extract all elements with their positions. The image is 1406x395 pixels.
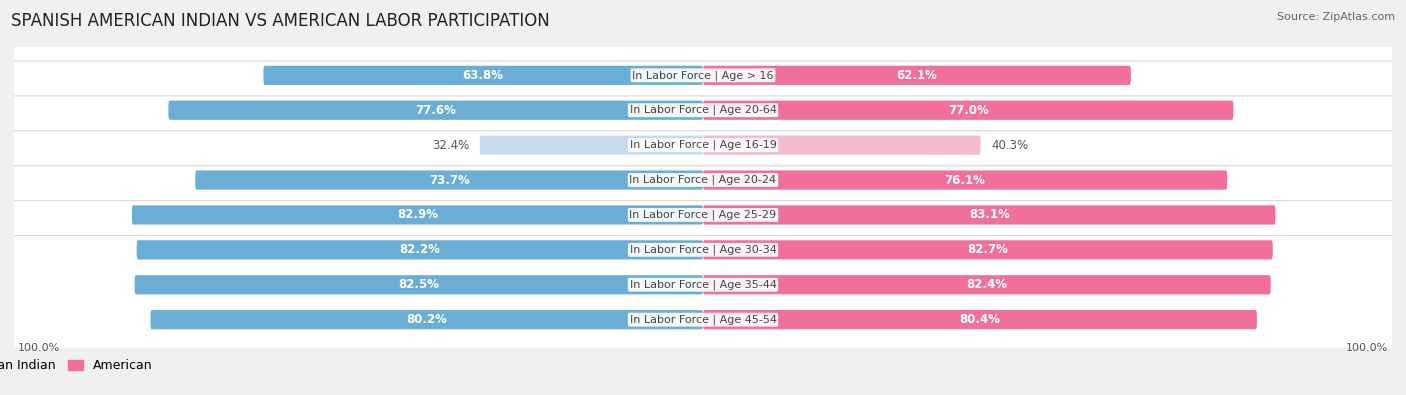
Text: SPANISH AMERICAN INDIAN VS AMERICAN LABOR PARTICIPATION: SPANISH AMERICAN INDIAN VS AMERICAN LABO… xyxy=(11,12,550,30)
FancyBboxPatch shape xyxy=(132,205,703,224)
FancyBboxPatch shape xyxy=(4,131,1402,299)
Text: 82.5%: 82.5% xyxy=(398,278,439,291)
Text: 76.1%: 76.1% xyxy=(945,173,986,186)
FancyBboxPatch shape xyxy=(703,135,980,155)
FancyBboxPatch shape xyxy=(150,310,703,329)
FancyBboxPatch shape xyxy=(479,135,703,155)
FancyBboxPatch shape xyxy=(703,240,1272,260)
Text: 100.0%: 100.0% xyxy=(17,342,59,353)
Text: 82.4%: 82.4% xyxy=(966,278,1007,291)
Text: 82.9%: 82.9% xyxy=(396,209,437,222)
Text: In Labor Force | Age > 16: In Labor Force | Age > 16 xyxy=(633,70,773,81)
Text: 100.0%: 100.0% xyxy=(1347,342,1389,353)
Text: In Labor Force | Age 35-44: In Labor Force | Age 35-44 xyxy=(630,280,776,290)
FancyBboxPatch shape xyxy=(703,66,1130,85)
FancyBboxPatch shape xyxy=(4,26,1402,194)
Text: 83.1%: 83.1% xyxy=(969,209,1010,222)
Text: In Labor Force | Age 45-54: In Labor Force | Age 45-54 xyxy=(630,314,776,325)
Text: 73.7%: 73.7% xyxy=(429,173,470,186)
FancyBboxPatch shape xyxy=(195,171,703,190)
Text: 80.4%: 80.4% xyxy=(959,313,1001,326)
Text: 40.3%: 40.3% xyxy=(991,139,1028,152)
FancyBboxPatch shape xyxy=(703,171,1227,190)
Text: 32.4%: 32.4% xyxy=(432,139,470,152)
Text: In Labor Force | Age 25-29: In Labor Force | Age 25-29 xyxy=(630,210,776,220)
Legend: Spanish American Indian, American: Spanish American Indian, American xyxy=(0,354,157,377)
FancyBboxPatch shape xyxy=(4,235,1402,395)
Text: Source: ZipAtlas.com: Source: ZipAtlas.com xyxy=(1277,12,1395,22)
FancyBboxPatch shape xyxy=(703,205,1275,224)
Text: In Labor Force | Age 16-19: In Labor Force | Age 16-19 xyxy=(630,140,776,150)
Text: 62.1%: 62.1% xyxy=(897,69,938,82)
FancyBboxPatch shape xyxy=(4,0,1402,160)
Text: 80.2%: 80.2% xyxy=(406,313,447,326)
FancyBboxPatch shape xyxy=(263,66,703,85)
Text: 82.2%: 82.2% xyxy=(399,243,440,256)
Text: 77.6%: 77.6% xyxy=(415,104,456,117)
FancyBboxPatch shape xyxy=(4,201,1402,369)
Text: In Labor Force | Age 30-34: In Labor Force | Age 30-34 xyxy=(630,245,776,255)
FancyBboxPatch shape xyxy=(703,101,1233,120)
FancyBboxPatch shape xyxy=(703,275,1271,294)
Text: 82.7%: 82.7% xyxy=(967,243,1008,256)
FancyBboxPatch shape xyxy=(136,240,703,260)
Text: In Labor Force | Age 20-64: In Labor Force | Age 20-64 xyxy=(630,105,776,115)
Text: 63.8%: 63.8% xyxy=(463,69,503,82)
FancyBboxPatch shape xyxy=(4,61,1402,229)
FancyBboxPatch shape xyxy=(4,166,1402,334)
FancyBboxPatch shape xyxy=(135,275,703,294)
Text: 77.0%: 77.0% xyxy=(948,104,988,117)
Text: In Labor Force | Age 20-24: In Labor Force | Age 20-24 xyxy=(630,175,776,185)
FancyBboxPatch shape xyxy=(703,310,1257,329)
FancyBboxPatch shape xyxy=(4,96,1402,264)
FancyBboxPatch shape xyxy=(169,101,703,120)
